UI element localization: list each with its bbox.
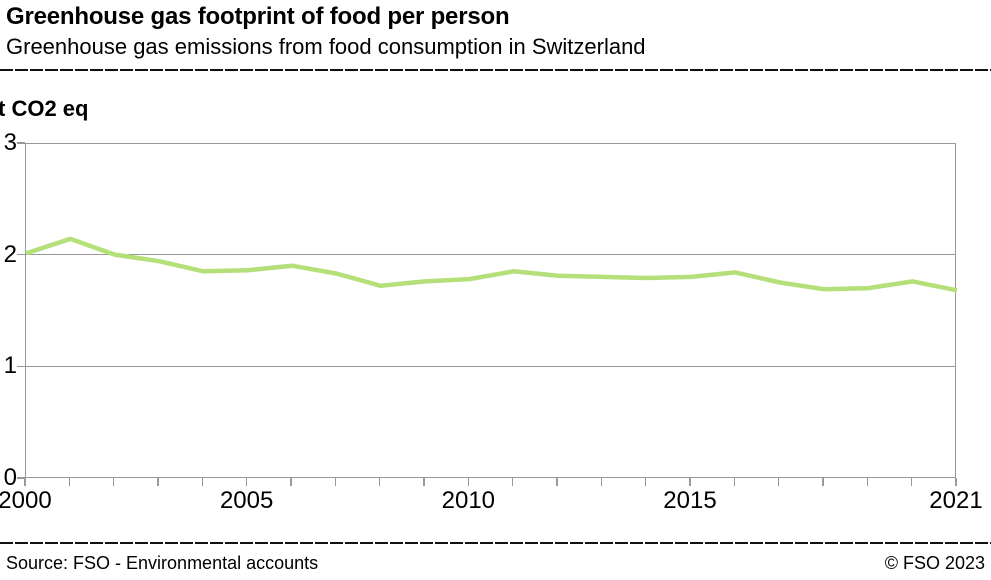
header-divider <box>0 69 991 71</box>
x-tick-label-2015: 2015 <box>663 487 717 514</box>
x-tick-mark-2018 <box>822 478 824 486</box>
page-subtitle: Greenhouse gas emissions from food consu… <box>6 34 646 59</box>
x-tick-mark-2004 <box>201 478 204 486</box>
x-tick-mark-2000 <box>24 478 26 486</box>
y-tick-mark-3 <box>17 142 25 144</box>
line-chart-svg <box>25 236 958 293</box>
x-tick-mark-2011 <box>511 478 514 486</box>
y-tick-label-0: 0 <box>3 464 17 491</box>
x-tick-label-2000: 2000 <box>0 487 52 514</box>
x-tick-mark-2005 <box>245 478 248 486</box>
x-tick-mark-2001 <box>68 478 71 486</box>
page-title: Greenhouse gas footprint of food per per… <box>6 3 510 30</box>
y-tick-mark-2 <box>17 253 25 256</box>
y-axis-unit-label: t CO2 eq <box>0 96 89 121</box>
data-line <box>25 236 958 293</box>
footer-divider <box>0 542 991 544</box>
x-tick-mark-2017 <box>777 478 780 486</box>
x-tick-mark-2007 <box>334 478 337 486</box>
gridline-y-2 <box>25 253 956 256</box>
x-tick-mark-2021 <box>955 478 957 486</box>
y-tick-mark-1 <box>17 365 25 368</box>
x-tick-mark-2020 <box>910 478 913 486</box>
x-tick-mark-2008 <box>378 478 381 486</box>
x-tick-mark-2003 <box>157 478 159 486</box>
x-tick-mark-2013 <box>600 478 603 486</box>
x-tick-mark-2014 <box>644 478 647 486</box>
x-tick-mark-2015 <box>689 478 691 486</box>
x-tick-mark-2016 <box>733 478 736 486</box>
x-tick-mark-2006 <box>290 478 292 486</box>
x-tick-label-2005: 2005 <box>219 487 274 514</box>
copyright-text: © FSO 2023 <box>884 553 985 573</box>
x-tick-mark-2002 <box>112 478 115 486</box>
y-tick-label-1: 1 <box>3 352 17 380</box>
x-tick-mark-2019 <box>866 478 869 486</box>
source-text: Source: FSO - Environmental accounts <box>6 553 319 573</box>
footer: Source: FSO - Environmental accounts © F… <box>0 551 991 575</box>
y-tick-mark-0 <box>17 477 25 479</box>
plot-area <box>25 143 958 478</box>
x-tick-mark-2012 <box>556 478 558 486</box>
gridline-y-1 <box>25 365 956 368</box>
y-tick-label-3: 3 <box>3 129 17 156</box>
y-tick-label-2: 2 <box>3 240 17 268</box>
x-tick-mark-2010 <box>467 478 470 486</box>
x-tick-mark-2009 <box>423 478 425 486</box>
x-tick-label-2010: 2010 <box>441 487 496 514</box>
x-tick-label-2021: 2021 <box>929 487 983 514</box>
